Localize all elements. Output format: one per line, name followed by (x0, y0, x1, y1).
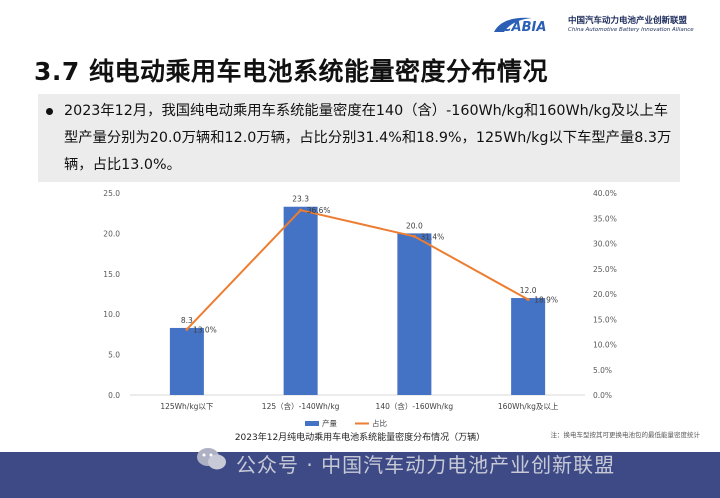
bar-value-label: 12.0 (520, 286, 537, 295)
chart: 0.0 5.0 10.0 15.0 20.0 25.0 0.0% 5.0% 10.0% 15.0%… (103, 189, 701, 443)
category-label: 140（含）-160Wh/kg (376, 401, 454, 411)
category-label: 125Wh/kg以下 (160, 402, 214, 411)
line-value-label: 13.0% (193, 325, 217, 334)
cabia-logo-icon: CABIA (494, 17, 546, 35)
y-right-tick-label: 5.0% (593, 366, 612, 375)
chart-note: 注：换电车型按其可更换电池包的最低能量密度统计 (551, 430, 701, 439)
y-right-tick-label: 20.0% (593, 290, 617, 299)
legend-swatch-bar (305, 421, 319, 426)
header-logo: CABIA 中国汽车动力电池产业创新联盟 China Automotive Ba… (492, 12, 712, 40)
y-left-tick-label: 15.0 (103, 270, 120, 279)
share-line (186, 209, 529, 331)
chart-caption: 2023年12月纯电动乘用车电池系统能量密度分布情况（万辆） (235, 431, 485, 443)
org-name-cn: 中国汽车动力电池产业创新联盟 (568, 16, 688, 26)
summary-text: 2023年12月，我国纯电动乘用车系统能量密度在140（含）-160Wh/kg和… (64, 103, 672, 173)
legend-label: 占比 (372, 418, 387, 428)
y-right-tick-label: 35.0% (593, 214, 617, 223)
bar (283, 206, 318, 395)
bar (511, 298, 546, 395)
bar-value-label: 23.3 (292, 195, 309, 204)
watermark-text: 公众号 · 中国汽车动力电池产业创新联盟 (236, 453, 616, 477)
page-title: 3.7 纯电动乘用车电池系统能量密度分布情况 (34, 57, 548, 86)
share-point (299, 208, 303, 212)
bullet-icon (46, 108, 53, 115)
y-left-tick-label: 0.0 (108, 391, 120, 400)
line-value-label: 36.6% (307, 206, 331, 215)
y-right-tick-label: 15.0% (593, 315, 617, 324)
logo-text: CABIA (502, 20, 546, 35)
footer-band (0, 452, 720, 498)
share-point (526, 298, 530, 302)
line-value-label: 18.9% (534, 296, 558, 305)
org-name-en: China Automotive Battery Innovation Alli… (568, 27, 694, 33)
y-right-tick-label: 25.0% (593, 265, 617, 274)
wechat-icon (197, 448, 226, 470)
summary-box: 2023年12月，我国纯电动乘用车系统能量密度在140（含）-160Wh/kg和… (38, 94, 680, 182)
category-label: 160Wh/kg及以上 (498, 402, 559, 411)
y-left-tick-label: 5.0 (108, 351, 120, 360)
y-right-tick-label: 0.0% (593, 391, 612, 400)
y-right-tick-label: 40.0% (593, 189, 617, 198)
y-right-tick-label: 10.0% (593, 341, 617, 350)
y-left-tick-label: 25.0 (103, 189, 120, 198)
bar-value-label: 8.3 (181, 316, 193, 325)
y-left-tick-label: 20.0 (103, 229, 120, 238)
y-left-tick-label: 10.0 (103, 310, 120, 319)
bar (169, 327, 204, 395)
y-right-tick-label: 30.0% (593, 240, 617, 249)
bar-value-label: 20.0 (406, 221, 423, 230)
share-point (185, 327, 189, 331)
legend-label: 产量 (322, 418, 337, 428)
bar (397, 233, 432, 395)
chart-area: 0.0 5.0 10.0 15.0 20.0 25.0 0.0% 5.0% 10.0% 15.0%… (0, 185, 720, 455)
line-value-label: 31.4% (420, 232, 444, 241)
share-point (412, 234, 416, 238)
category-label: 125（含）-140Wh/kg (262, 401, 340, 411)
